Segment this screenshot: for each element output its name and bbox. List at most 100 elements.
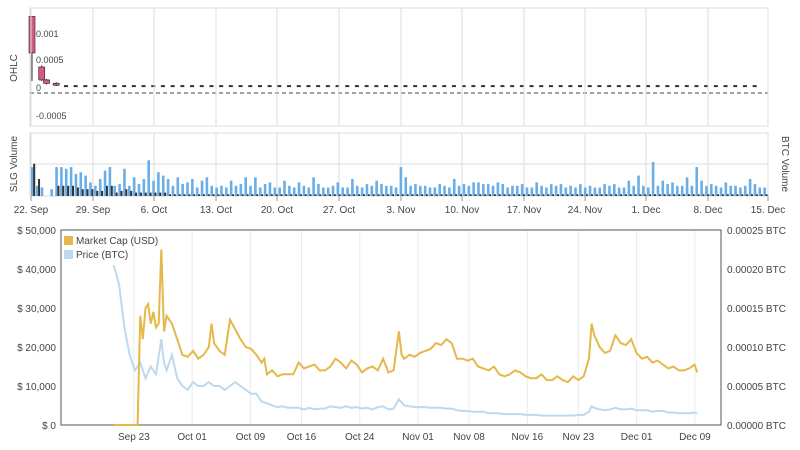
volume-bar-btc — [212, 194, 215, 196]
volume-bar-btc — [353, 194, 356, 196]
volume-bar-btc — [246, 194, 249, 196]
bottom-gridlines — [133, 230, 696, 425]
candle-body — [694, 85, 699, 88]
date-tick-label: 1. Dec — [632, 205, 661, 216]
candle-body — [451, 85, 456, 88]
volume-bar-slg — [622, 187, 626, 196]
volume-bar-slg — [40, 187, 44, 196]
candle-body — [374, 85, 379, 88]
volume-bar-btc — [707, 194, 710, 196]
volume-bar-btc — [392, 194, 395, 196]
volume-bar-btc — [387, 194, 390, 196]
candle-body — [626, 85, 631, 88]
volume-bar-slg — [142, 179, 146, 196]
volume-bar-btc — [86, 189, 89, 196]
volume-bar-slg — [55, 167, 58, 196]
legend-swatch-market-cap[interactable] — [64, 236, 73, 245]
candle-body — [354, 85, 359, 88]
volume-bar-btc — [566, 194, 569, 196]
volume-bar-btc — [33, 163, 36, 196]
volume-bar-slg — [593, 187, 597, 196]
candle-body — [723, 85, 728, 88]
date-tick-label: 3. Nov — [387, 205, 416, 216]
volume-bar-slg — [559, 184, 563, 196]
volume-bar-slg — [695, 167, 699, 196]
volume-bar-btc — [173, 194, 176, 196]
volume-bar-slg — [661, 180, 665, 196]
volume-bar-btc — [571, 194, 574, 196]
volume-bar-slg — [394, 187, 398, 196]
volume-bar-btc — [445, 194, 448, 196]
volume-bar-slg — [540, 185, 543, 196]
volume-bar-btc — [130, 190, 133, 196]
volume-bar-btc — [309, 194, 312, 196]
candle-body — [665, 85, 670, 88]
candle-body — [548, 85, 553, 88]
volume-bar-btc — [91, 189, 94, 196]
candle-body — [306, 85, 311, 88]
right-tick-label: 0.00015 BTC — [727, 304, 786, 315]
volume-bar-btc — [518, 194, 521, 196]
volume-bar-btc — [67, 185, 70, 196]
volume-bar-slg — [598, 187, 602, 196]
candle-body — [122, 85, 127, 88]
candle-body — [432, 85, 437, 88]
volume-bar-btc — [605, 194, 608, 196]
volume-bar-btc — [654, 194, 656, 196]
volume-bar-slg — [278, 187, 281, 196]
volume-bar-btc — [644, 194, 647, 196]
candle-body — [52, 82, 60, 86]
volume-bar-btc — [236, 194, 239, 196]
volume-bar-btc — [721, 194, 724, 196]
candle-body — [151, 85, 156, 88]
left-tick-label: $ 40,000 — [17, 265, 56, 276]
volume-bar-btc — [717, 194, 720, 196]
x-tick-label: Dec 01 — [621, 432, 653, 443]
volume-bar-slg — [132, 177, 136, 196]
volume-bar-slg — [569, 185, 572, 196]
legend-item-market-cap[interactable]: Market Cap (USD) — [76, 236, 158, 247]
volume-bar-slg — [457, 185, 461, 196]
volume-bar-btc — [222, 194, 225, 196]
volume-bar-slg — [443, 185, 446, 196]
volume-bar-slg — [671, 182, 674, 196]
candle-body — [713, 85, 718, 88]
candle-body — [257, 85, 262, 88]
volume-bar-slg — [220, 185, 223, 196]
volume-bar-slg — [535, 182, 538, 196]
candle-body — [393, 85, 398, 88]
x-tick-label: Oct 01 — [177, 432, 207, 443]
volume-bar-slg — [714, 185, 718, 196]
legend-swatch-price[interactable] — [64, 250, 73, 259]
legend-item-price[interactable]: Price (BTC) — [76, 250, 128, 261]
volume-bar-btc — [154, 192, 157, 196]
volume-bar-btc — [188, 194, 191, 196]
btc-volume-label: BTC Volume — [779, 136, 790, 193]
date-tick-label: 20. Oct — [261, 205, 293, 216]
candle-body — [461, 85, 466, 88]
volume-bar-btc — [658, 194, 661, 196]
volume-bar-slg — [171, 185, 175, 196]
candle-body — [471, 85, 476, 88]
volume-bar-slg — [161, 175, 165, 196]
volume-bar-slg — [341, 187, 344, 196]
volume-bar-slg — [370, 185, 374, 196]
candle-body — [190, 85, 195, 88]
bottom-x-axis: Sep 23 Oct 01 Oct 09 Oct 16 Oct 24 Nov 01 Nov … — [118, 432, 711, 443]
candle-body — [83, 85, 88, 88]
volume-bar-btc — [193, 194, 196, 196]
candle-body — [481, 85, 486, 88]
volume-bar-btc — [765, 194, 768, 196]
volume-bar-btc — [105, 185, 108, 196]
volume-bar-slg — [195, 187, 199, 196]
volume-bar-btc — [416, 194, 419, 196]
volume-bar-btc — [527, 194, 530, 196]
volume-bar-btc — [377, 194, 380, 196]
x-tick-label: Nov 16 — [511, 432, 543, 443]
volume-bar-btc — [241, 194, 244, 196]
volume-bar-slg — [283, 180, 286, 196]
volume-bar-slg — [651, 162, 655, 196]
volume-bar-slg — [414, 184, 417, 196]
volume-bar-slg — [583, 187, 587, 196]
volume-bar-slg — [64, 168, 68, 196]
